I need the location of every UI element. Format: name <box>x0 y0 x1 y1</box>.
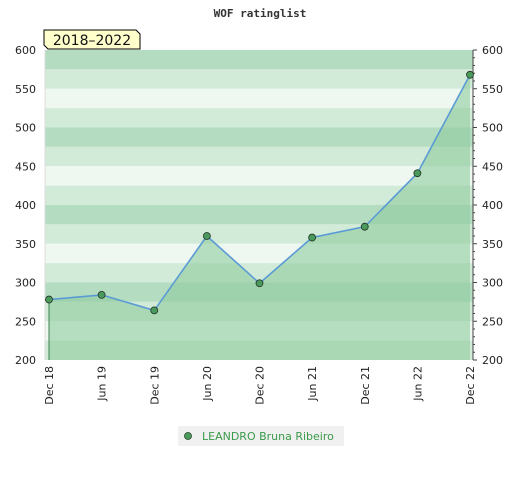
y-tick-label-left: 400 <box>15 199 36 212</box>
legend-marker <box>184 432 192 440</box>
y-tick-label-left: 200 <box>15 354 36 367</box>
y-tick-label-left: 600 <box>15 44 36 57</box>
legend-background <box>178 426 344 446</box>
y-tick-label-left: 550 <box>15 83 36 96</box>
period-badge-label: 2018–2022 <box>53 33 131 49</box>
y-tick-label-right: 600 <box>482 44 503 57</box>
data-point[interactable] <box>150 306 159 315</box>
background-band <box>45 185 473 205</box>
data-point[interactable] <box>255 279 264 288</box>
period-badge-box <box>43 29 141 50</box>
period-badge: 2018–2022 <box>43 29 141 50</box>
background-band <box>45 88 473 109</box>
x-tick-label: Dec 21 <box>359 366 372 405</box>
y-tick-label-right: 450 <box>482 160 503 173</box>
x-tick-label: Dec 22 <box>464 366 477 405</box>
y-tick-label-right: 200 <box>482 354 503 367</box>
y-tick-label-left: 300 <box>15 277 36 290</box>
legend[interactable]: LEANDRO Bruna Ribeiro <box>178 426 344 446</box>
data-point[interactable] <box>360 222 369 231</box>
x-tick-label: Jun 20 <box>201 366 214 402</box>
y-tick-label-right: 350 <box>482 238 503 251</box>
background-band <box>45 166 473 186</box>
data-point[interactable] <box>45 295 53 304</box>
x-tick-label: Dec 19 <box>148 366 161 405</box>
data-point[interactable] <box>308 233 317 242</box>
x-tick-label: Dec 18 <box>43 366 56 405</box>
x-tick-label: Dec 20 <box>254 366 267 405</box>
y-tick-label-right: 500 <box>482 122 503 135</box>
background-band <box>45 127 473 147</box>
chart-title: WOF ratinglist <box>214 7 307 20</box>
data-point[interactable] <box>466 70 474 79</box>
series-area <box>49 74 470 361</box>
background-band <box>45 146 473 167</box>
y-tick-label-right: 300 <box>482 277 503 290</box>
x-tick-label: Jun 22 <box>411 366 424 402</box>
legend-series-label: LEANDRO Bruna Ribeiro <box>202 430 334 443</box>
y-tick-label-left: 350 <box>15 238 36 251</box>
background-band <box>45 205 473 225</box>
y-tick-label-right: 400 <box>482 199 503 212</box>
background-band <box>45 69 473 89</box>
y-tick-label-right: 250 <box>482 315 503 328</box>
y-tick-label-left: 500 <box>15 122 36 135</box>
y-tick-label-left: 250 <box>15 315 36 328</box>
data-point[interactable] <box>202 232 211 240</box>
data-point[interactable] <box>97 290 106 299</box>
x-tick-label: Jun 19 <box>96 366 109 402</box>
y-tick-label-right: 550 <box>482 83 503 96</box>
background-band <box>45 50 473 70</box>
x-tick-label: Jun 21 <box>306 366 319 402</box>
data-points <box>45 70 474 315</box>
data-point[interactable] <box>413 169 422 178</box>
background-band <box>45 108 473 128</box>
axes: 200 200 250 250 300 300 350 350 400 400 450 450 500 5… <box>15 44 503 405</box>
y-tick-label-left: 450 <box>15 160 36 173</box>
